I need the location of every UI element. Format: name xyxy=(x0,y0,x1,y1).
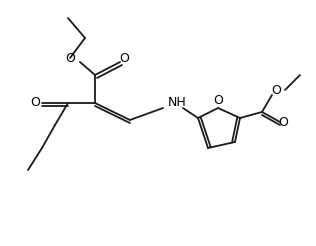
Text: O: O xyxy=(30,96,40,109)
Text: NH: NH xyxy=(168,96,187,109)
Text: O: O xyxy=(213,94,223,108)
Text: O: O xyxy=(278,116,288,128)
Text: O: O xyxy=(119,51,129,64)
Text: O: O xyxy=(271,83,281,96)
Text: O: O xyxy=(65,51,75,64)
